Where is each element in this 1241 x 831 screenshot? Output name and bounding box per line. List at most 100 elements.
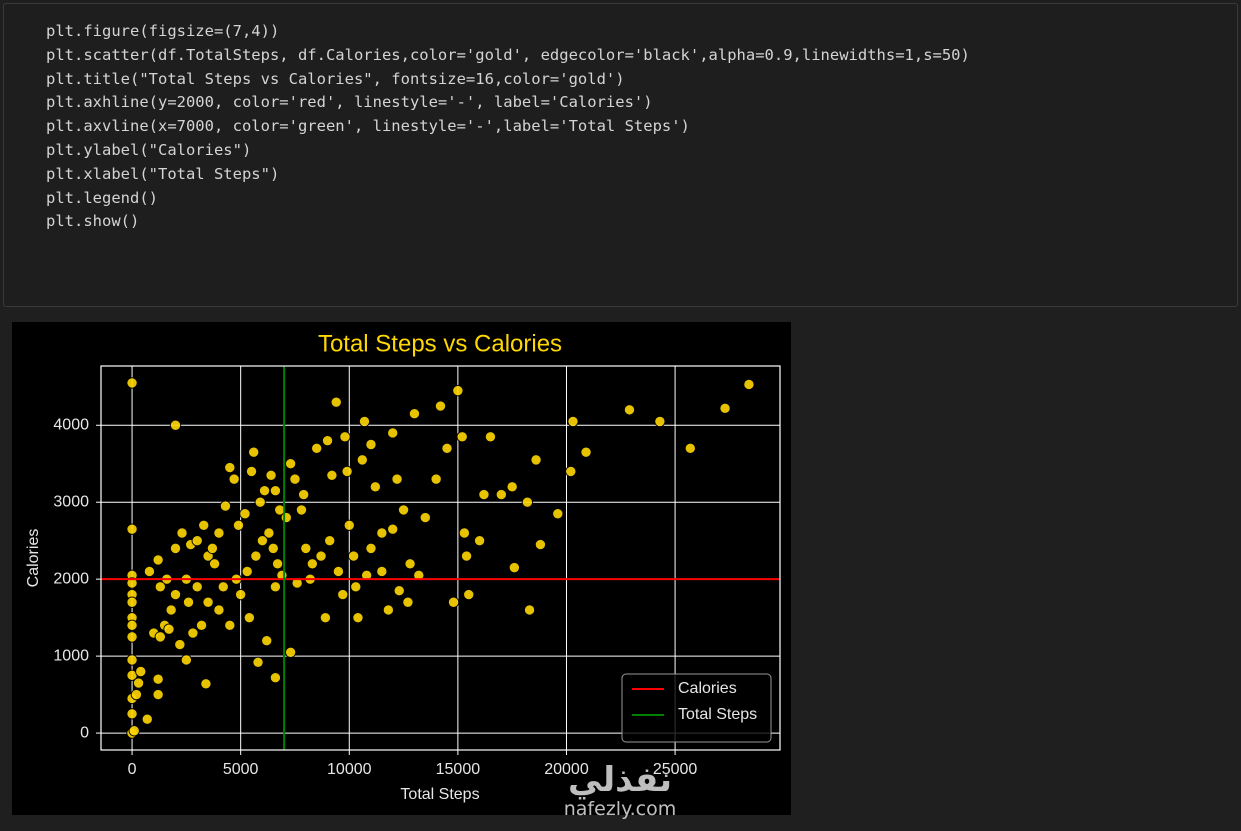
scatter-point	[324, 534, 336, 547]
scatter-point	[174, 638, 186, 651]
x-tick-label: 10000	[327, 761, 372, 778]
scatter-point	[143, 565, 156, 578]
scatter-point	[463, 588, 475, 601]
scatter-point	[169, 542, 182, 555]
scatter-point	[332, 565, 345, 578]
scatter-point	[182, 596, 195, 608]
y-tick-label: 1000	[53, 647, 89, 664]
scatter-point	[567, 415, 579, 428]
scatter-point	[202, 596, 214, 608]
scatter-point	[198, 519, 210, 531]
scatter-point	[152, 554, 164, 566]
scatter-point	[743, 378, 755, 391]
scatter-point	[534, 538, 547, 551]
chart-title: Total Steps vs Calories	[318, 330, 562, 357]
x-tick-label: 0	[128, 761, 137, 778]
scatter-point	[126, 577, 138, 589]
code-line: plt.figure(figsize=(7,4))	[46, 22, 280, 40]
scatter-point	[376, 527, 388, 539]
scatter-point	[458, 527, 471, 539]
scatter-point	[719, 402, 731, 415]
scatter-point	[521, 496, 534, 508]
scatter-point	[126, 619, 138, 632]
scatter-point	[495, 488, 508, 501]
scatter-point	[397, 504, 410, 516]
code-line: plt.show()	[46, 212, 140, 231]
scatter-point	[404, 558, 416, 570]
scatter-point	[126, 631, 138, 643]
watermark-logo: نفذلي	[567, 760, 673, 800]
scatter-point	[402, 596, 414, 608]
scatter-point	[530, 454, 542, 466]
scatter-point	[319, 611, 332, 624]
x-tick-label: 20000	[544, 761, 589, 778]
scatter-point	[284, 458, 297, 470]
scatter-point	[376, 565, 388, 578]
scatter-point	[321, 434, 334, 447]
y-tick-label: 2000	[53, 570, 89, 587]
scatter-point	[254, 496, 266, 508]
code-line: plt.legend()	[46, 188, 158, 207]
scatter-point	[232, 519, 245, 531]
scatter-point	[430, 473, 442, 485]
watermark-url: nafezly.com	[563, 798, 677, 820]
scatter-point	[473, 534, 486, 547]
scatter-point	[176, 527, 188, 539]
code-line: plt.title("Total Steps vs Calories", fon…	[46, 69, 625, 88]
legend-label: Calories	[678, 680, 737, 697]
scatter-point	[447, 596, 460, 608]
scatter-point	[291, 577, 303, 589]
scatter-point	[154, 581, 166, 593]
x-tick-label: 25000	[653, 761, 698, 778]
scatter-point	[552, 508, 564, 520]
scatter-point	[269, 671, 282, 684]
y-tick-label: 4000	[53, 416, 89, 433]
scatter-point	[152, 673, 164, 685]
scatter-point	[506, 481, 518, 493]
scatter-point	[228, 473, 240, 485]
scatter-point	[224, 619, 236, 632]
scatter-point	[263, 527, 275, 539]
scatter-point	[243, 611, 256, 624]
scatter-point	[165, 604, 177, 616]
code-cell[interactable]: plt.figure(figsize=(7,4)) plt.scatter(df.…	[3, 3, 1238, 307]
scatter-point	[565, 465, 577, 478]
scatter-point	[460, 550, 473, 562]
scatter-point	[180, 654, 193, 666]
code-line: plt.xlabel("Total Steps")	[46, 164, 280, 183]
x-tick-label: 5000	[223, 761, 259, 778]
scatter-point	[306, 558, 319, 570]
scatter-point	[284, 646, 297, 658]
scatter-point	[265, 469, 277, 481]
scatter-point	[300, 542, 312, 555]
scatter-point	[684, 442, 696, 455]
scatter-point	[200, 678, 212, 690]
code-line: plt.axhline(y=2000, color='red', linesty…	[46, 93, 653, 112]
scatter-point	[413, 569, 425, 582]
scatter-point	[135, 665, 147, 678]
watermark: نفذلي nafezly.com	[540, 762, 700, 820]
scatter-point	[441, 442, 453, 455]
scatter-point	[250, 550, 262, 562]
scatter-point	[126, 377, 138, 389]
scatter-point	[310, 442, 323, 455]
scatter-point	[654, 415, 666, 428]
legend-box	[621, 673, 772, 743]
scatter-point	[126, 708, 138, 720]
scatter-point	[247, 446, 260, 458]
scatter-point	[434, 400, 447, 412]
scatter-point	[352, 611, 364, 624]
scatter-point	[245, 465, 258, 478]
scatter-point	[267, 542, 279, 555]
scatter-point	[241, 565, 253, 578]
scatter-point	[295, 504, 308, 516]
scatter-point	[365, 438, 377, 451]
scatter-point	[195, 619, 208, 632]
y-axis-label: Calories	[25, 529, 42, 588]
scatter-point	[187, 627, 199, 639]
scatter-point	[297, 488, 310, 501]
scatter-point	[337, 588, 349, 601]
scatter-point	[343, 519, 355, 531]
scatter-point	[408, 408, 421, 420]
